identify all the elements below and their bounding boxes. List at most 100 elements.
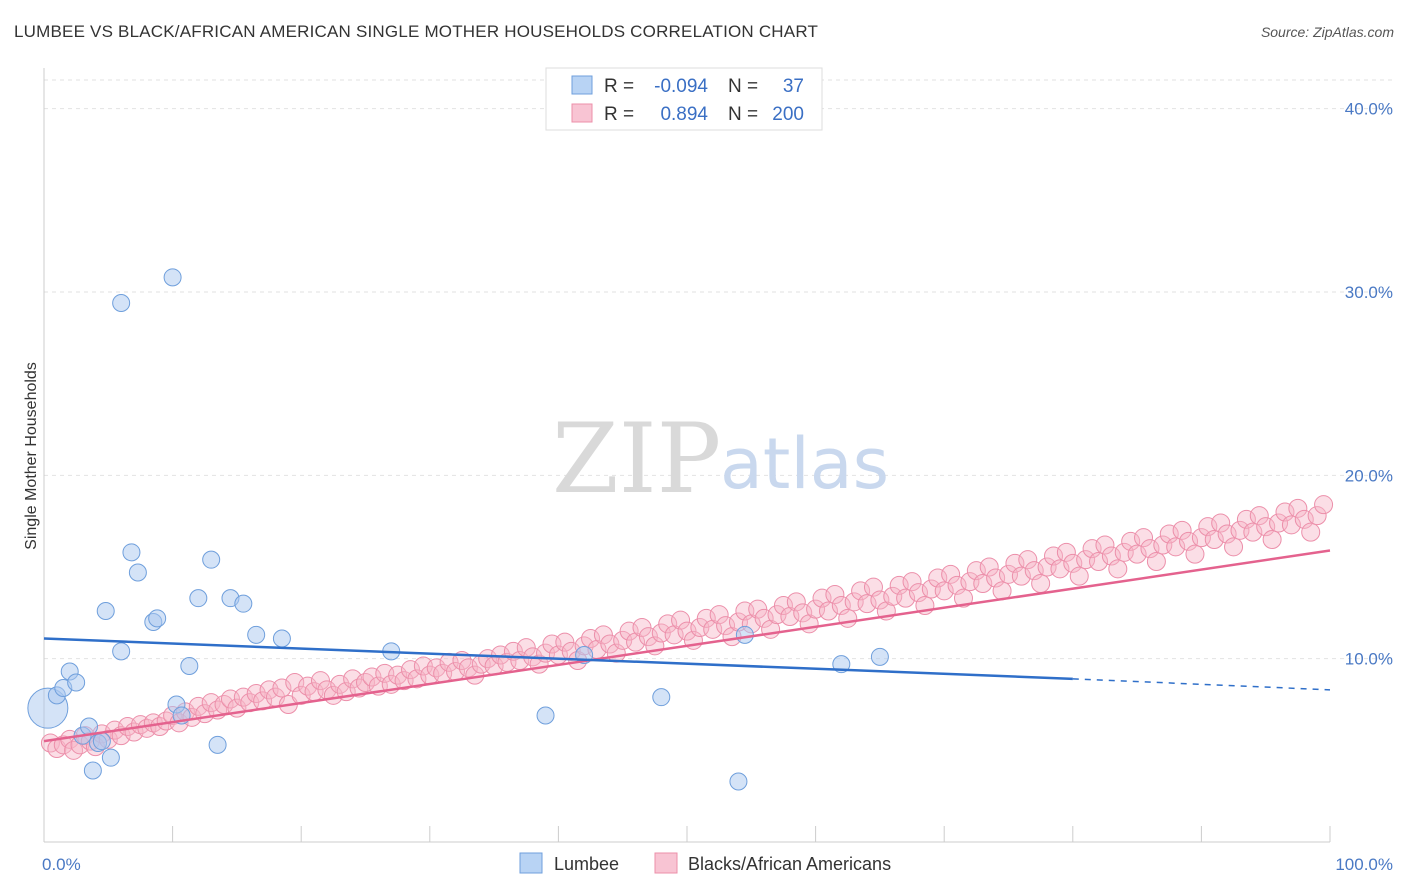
point-blacks: [349, 678, 369, 698]
stats-n-value-blacks: 200: [772, 104, 804, 125]
watermark-zip: ZIP: [552, 403, 721, 515]
point-blacks: [555, 632, 575, 652]
point-blacks: [458, 658, 478, 678]
point-lumbee: [202, 550, 221, 569]
legend-label-lumbee: Lumbee: [554, 854, 619, 874]
point-blacks: [1018, 550, 1038, 570]
point-blacks: [1249, 506, 1269, 526]
point-lumbee: [148, 609, 167, 628]
source-label: Source: ZipAtlas.com: [1260, 24, 1394, 40]
point-blacks: [825, 585, 845, 604]
point-blacks: [902, 572, 922, 592]
point-blacks: [356, 673, 375, 692]
point-blacks: [1031, 574, 1051, 593]
stats-r-value-blacks: 0.894: [660, 104, 708, 125]
point-blacks: [1243, 522, 1263, 542]
stats-n-label-lumbee: N =: [728, 76, 758, 97]
point-blacks: [941, 564, 961, 584]
point-blacks: [188, 696, 208, 716]
point-blacks: [896, 588, 916, 608]
point-blacks: [362, 667, 382, 687]
trend-line-blacks: [43, 549, 1331, 743]
stats-r-value-lumbee: -0.094: [654, 76, 708, 97]
point-lumbee: [234, 594, 253, 613]
point-blacks: [953, 588, 973, 608]
point-blacks: [934, 581, 954, 601]
point-blacks: [343, 669, 363, 689]
x-tick-label: 100.0%: [1335, 855, 1393, 874]
point-blacks: [426, 658, 446, 678]
series-blacks-points: [40, 495, 1334, 760]
trend-line-lumbee-extension: [1072, 678, 1331, 691]
point-blacks: [748, 599, 768, 619]
point-lumbee: [163, 268, 182, 287]
point-blacks: [677, 621, 697, 641]
point-blacks: [1134, 528, 1154, 548]
point-blacks: [310, 671, 330, 691]
point-lumbee: [128, 563, 147, 582]
legend-label-blacks: Blacks/African Americans: [688, 854, 891, 874]
point-lumbee: [112, 294, 131, 312]
point-blacks: [1288, 498, 1308, 518]
stats-n-label-blacks: N =: [728, 104, 758, 125]
point-blacks: [1050, 559, 1070, 579]
point-lumbee: [272, 629, 291, 648]
point-blacks: [619, 621, 639, 641]
point-blacks: [1095, 535, 1115, 555]
point-lumbee: [101, 748, 120, 767]
point-lumbee: [729, 772, 748, 791]
point-blacks: [1011, 566, 1031, 586]
point-blacks: [716, 616, 736, 636]
stats-legend: R = -0.094 N = 37 R = 0.894 N = 200: [545, 67, 823, 131]
point-blacks: [696, 608, 716, 628]
stats-r-label-lumbee: R =: [604, 76, 634, 97]
stats-r-label-blacks: R =: [604, 104, 634, 125]
point-blacks: [793, 603, 813, 623]
series-lumbee-points: [27, 268, 889, 791]
point-blacks: [632, 618, 652, 637]
point-blacks: [838, 608, 858, 628]
point-lumbee: [189, 589, 208, 608]
point-blacks: [593, 625, 613, 645]
point-blacks: [1185, 544, 1205, 564]
y-tick-label: 10.0%: [1345, 650, 1393, 669]
point-blacks: [330, 674, 350, 694]
stats-swatch-blacks: [571, 103, 593, 123]
y-axis-title: Single Mother Households: [23, 362, 40, 550]
point-blacks: [1166, 537, 1186, 557]
point-blacks: [1262, 530, 1282, 549]
point-blacks: [64, 740, 84, 760]
x-tick-labels: 0.0% 100.0%: [42, 855, 1393, 874]
point-blacks: [754, 608, 774, 628]
point-lumbee: [96, 602, 115, 620]
chart-title: LUMBEE VS BLACK/AFRICAN AMERICAN SINGLE …: [14, 22, 819, 41]
point-blacks: [709, 605, 729, 625]
point-lumbee: [67, 673, 86, 692]
point-blacks: [671, 610, 691, 630]
point-blacks: [1146, 552, 1166, 571]
point-blacks: [1281, 515, 1301, 535]
point-lumbee: [83, 761, 102, 780]
point-blacks: [1211, 513, 1231, 533]
point-blacks: [581, 629, 601, 648]
point-blacks: [1108, 559, 1128, 579]
point-blacks: [1314, 495, 1334, 515]
point-blacks: [786, 592, 806, 612]
y-tick-label: 40.0%: [1345, 100, 1393, 119]
point-blacks: [291, 685, 311, 705]
point-blacks: [870, 590, 890, 610]
stats-n-value-lumbee: 37: [783, 76, 804, 97]
point-lumbee: [122, 543, 141, 562]
legend-swatch-lumbee: [519, 852, 543, 874]
point-lumbee: [735, 625, 754, 644]
point-lumbee: [208, 735, 227, 754]
point-blacks: [272, 678, 292, 698]
point-blacks: [1056, 542, 1076, 562]
point-blacks: [1204, 530, 1224, 549]
point-blacks: [973, 574, 993, 593]
point-blacks: [1089, 552, 1109, 571]
point-lumbee: [112, 642, 131, 661]
watermark: ZIP atlas: [552, 403, 889, 515]
trend-lines: [43, 549, 1331, 743]
